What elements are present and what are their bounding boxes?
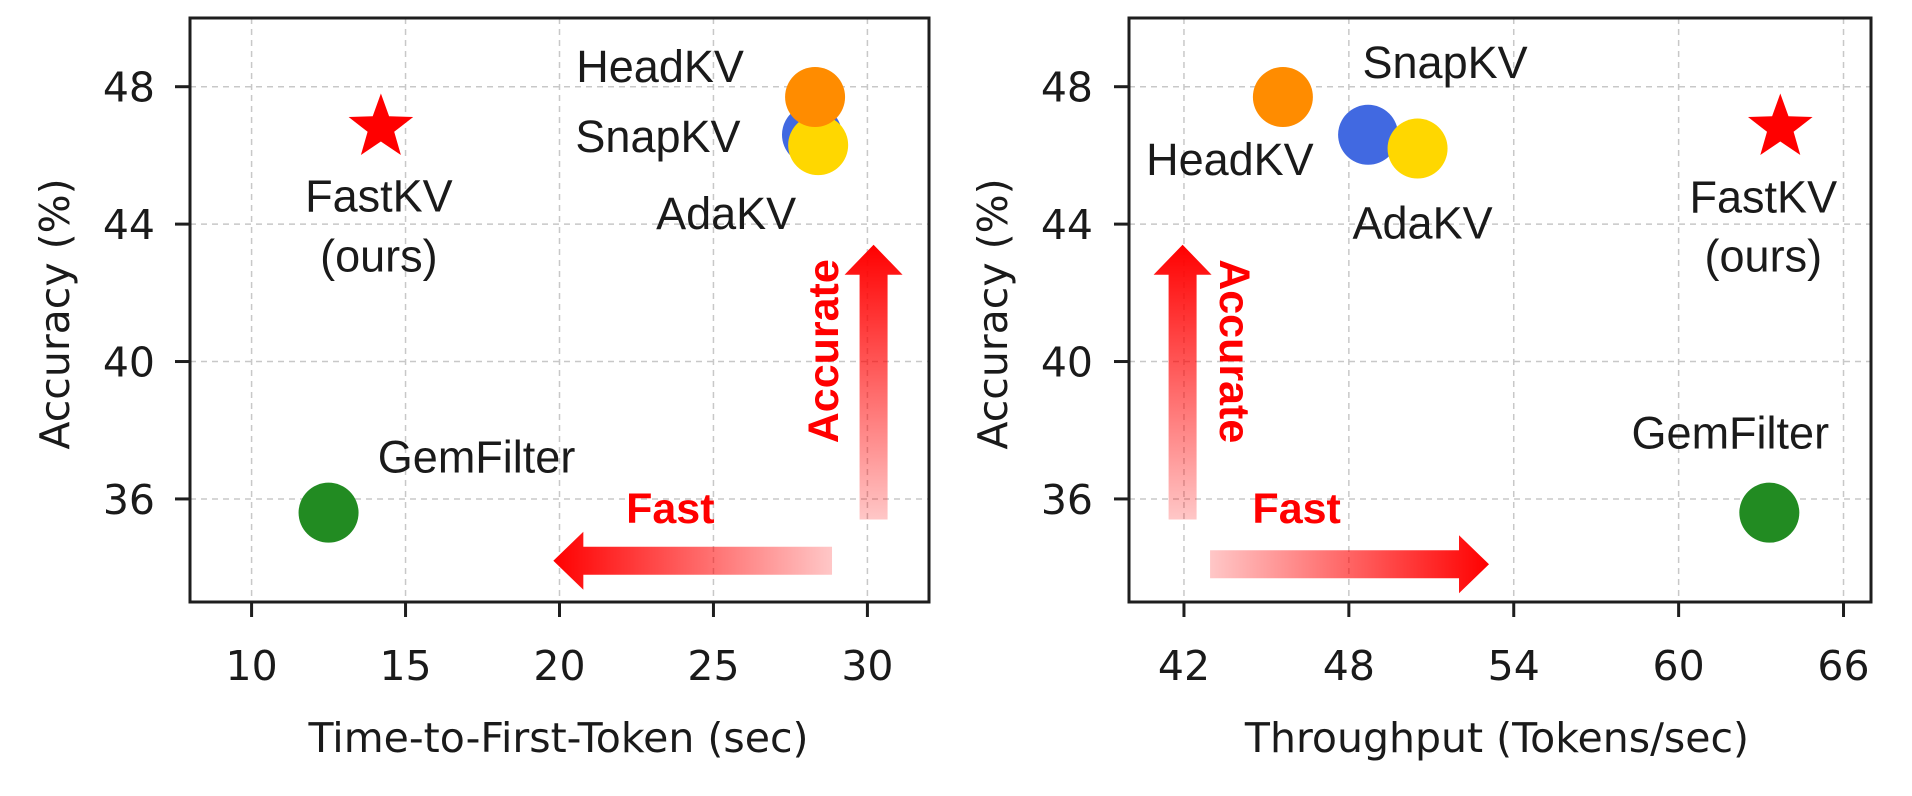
accurate-annotation: Accurate bbox=[800, 259, 848, 443]
point-headkv bbox=[1252, 67, 1313, 128]
point-adakv bbox=[1387, 118, 1448, 179]
direction-arrows bbox=[553, 244, 903, 590]
y-tick-label: 48 bbox=[103, 64, 155, 112]
label-fastkv: FastKV bbox=[1690, 171, 1838, 222]
y-tick-label: 40 bbox=[103, 339, 155, 387]
point-snapkv bbox=[1338, 104, 1399, 165]
ticks: 42 48 54 60 66 36 40 44 48 bbox=[1041, 64, 1870, 690]
accurate-annotation: Accurate bbox=[1210, 259, 1258, 443]
direction-arrows bbox=[1153, 244, 1490, 594]
x-tick-label: 10 bbox=[225, 642, 277, 690]
label-gemfilter: GemFilter bbox=[378, 432, 576, 483]
star-marker-fastkv bbox=[348, 93, 414, 155]
label-adakv: AdaKV bbox=[656, 188, 796, 239]
label-gemfilter: GemFilter bbox=[1632, 408, 1830, 459]
x-tick-label: 60 bbox=[1653, 642, 1705, 690]
arrow-right-icon bbox=[1210, 535, 1490, 594]
arrow-up-icon bbox=[1153, 244, 1212, 520]
point-labels: HeadKV SnapKV AdaKV GemFilter FastKV (ours) bbox=[305, 41, 796, 483]
point-headkv bbox=[785, 67, 846, 128]
point-gemfilter bbox=[1739, 482, 1800, 543]
point-adakv bbox=[788, 115, 849, 176]
point-gemfilter bbox=[298, 482, 359, 543]
x-tick-label: 25 bbox=[687, 642, 739, 690]
x-tick-label: 30 bbox=[841, 642, 893, 690]
arrow-up-icon bbox=[844, 244, 903, 520]
data-points bbox=[1252, 67, 1813, 543]
x-tick-label: 42 bbox=[1158, 642, 1210, 690]
x-tick-label: 20 bbox=[533, 642, 585, 690]
star-marker-fastkv bbox=[1748, 93, 1813, 155]
label-headkv: HeadKV bbox=[576, 41, 744, 92]
y-tick-label: 40 bbox=[1041, 339, 1093, 387]
label-fastkv-sub: (ours) bbox=[320, 230, 438, 281]
x-axis-label: Time-to-First-Token (sec) bbox=[308, 714, 809, 762]
ticks: 10 15 20 25 30 36 40 44 48 bbox=[103, 64, 894, 690]
fast-annotation: Fast bbox=[1252, 485, 1340, 533]
y-tick-label: 44 bbox=[1041, 201, 1093, 249]
x-tick-label: 54 bbox=[1488, 642, 1540, 690]
y-axis-label: Accuracy (%) bbox=[31, 178, 79, 449]
y-tick-label: 48 bbox=[1041, 64, 1093, 112]
axes-frame bbox=[1127, 16, 1873, 604]
ttft-accuracy-chart: HeadKV SnapKV AdaKV GemFilter FastKV (ours) 1… bbox=[31, 16, 931, 762]
y-tick-label: 36 bbox=[1041, 476, 1093, 524]
y-tick-label: 44 bbox=[103, 201, 155, 249]
label-headkv: HeadKV bbox=[1146, 134, 1314, 185]
label-fastkv-sub: (ours) bbox=[1705, 230, 1823, 281]
arrow-left-icon bbox=[553, 531, 833, 590]
x-axis-label: Throughput (Tokens/sec) bbox=[1244, 714, 1749, 762]
x-tick-label: 66 bbox=[1817, 642, 1869, 690]
label-adakv: AdaKV bbox=[1353, 198, 1493, 249]
label-fastkv: FastKV bbox=[305, 170, 453, 221]
label-snapkv: SnapKV bbox=[575, 111, 740, 162]
label-snapkv: SnapKV bbox=[1363, 37, 1528, 88]
y-axis-label: Accuracy (%) bbox=[969, 178, 1017, 449]
fast-annotation: Fast bbox=[626, 485, 714, 533]
point-labels: HeadKV SnapKV AdaKV GemFilter FastKV (ours) bbox=[1146, 37, 1837, 459]
throughput-accuracy-chart: HeadKV SnapKV AdaKV GemFilter FastKV (ours) 4… bbox=[969, 16, 1873, 762]
x-tick-label: 48 bbox=[1323, 642, 1375, 690]
y-tick-label: 36 bbox=[103, 476, 155, 524]
x-tick-label: 15 bbox=[379, 642, 431, 690]
data-points bbox=[298, 67, 849, 543]
